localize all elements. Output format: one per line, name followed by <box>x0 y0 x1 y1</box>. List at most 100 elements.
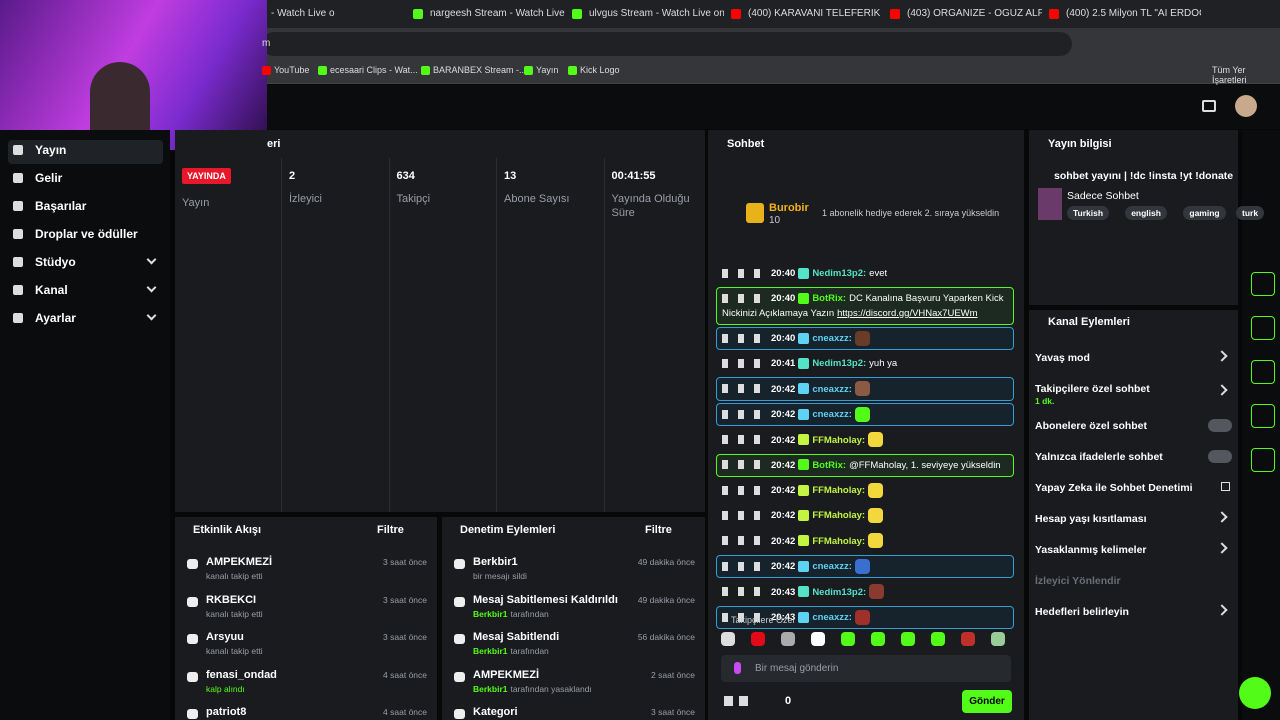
mod-icons[interactable] <box>722 536 768 546</box>
nav-item[interactable]: Kanal <box>35 283 68 297</box>
tag[interactable]: Turkish <box>1067 206 1110 220</box>
message-user: cneaxzz: <box>812 561 852 573</box>
action-label[interactable]: Yalnızca ifadelerle sohbet <box>1035 451 1163 463</box>
filter[interactable]: Filtre <box>377 524 404 536</box>
nav-item[interactable]: Yayın <box>35 143 67 157</box>
message-time: 20:43 <box>771 586 796 598</box>
mod-icons[interactable] <box>722 587 768 597</box>
tab-title[interactable]: nargeesh Stream - Watch Live <box>430 8 565 19</box>
action-label[interactable]: Abonelere özel sohbet <box>1035 420 1148 432</box>
bookmark[interactable]: Kick Logo <box>580 65 620 75</box>
mod-icons[interactable] <box>722 268 768 278</box>
message: 20:42 cneaxzz: <box>716 402 1014 427</box>
emote-picker[interactable] <box>811 632 825 646</box>
filter[interactable]: Filtre <box>645 524 672 536</box>
item-by: Berkbir1 <box>473 646 508 656</box>
nav-item[interactable]: Gelir <box>35 171 63 185</box>
bookmark[interactable]: YouTube <box>274 65 310 75</box>
chat-count: 0 <box>785 695 792 707</box>
item-desc: Berkbir1 tarafından <box>473 609 549 619</box>
action-label[interactable]: Hesap yaşı kısıtlaması <box>1035 513 1147 525</box>
rail-icon[interactable] <box>1251 492 1275 516</box>
tab-title[interactable]: - Watch Live o <box>271 8 335 19</box>
bookmark[interactable]: BARANBEX Stream -... <box>433 65 527 75</box>
tab-title[interactable]: (400) KARAVANI TELEFERİK İLE <box>748 8 883 19</box>
emote-picker[interactable] <box>991 632 1005 646</box>
user-badge <box>798 383 810 395</box>
panel-title: Yayın bilgisi <box>1048 138 1112 150</box>
stat-divider <box>281 158 282 512</box>
rail-icon[interactable] <box>1251 140 1275 164</box>
action-label[interactable]: Yapay Zeka ile Sohbet Denetimi <box>1035 482 1193 494</box>
header-icon[interactable] <box>1202 100 1216 112</box>
mod-icons[interactable] <box>722 334 768 343</box>
chat-input[interactable] <box>721 655 1011 682</box>
emote-picker[interactable] <box>961 632 975 646</box>
mod-icons[interactable] <box>722 511 768 521</box>
stat-value: 634 <box>396 170 415 182</box>
mod-icons[interactable] <box>722 485 768 495</box>
mod-icons[interactable] <box>722 409 768 419</box>
help-button[interactable] <box>1239 677 1271 709</box>
address-bar[interactable] <box>262 32 1072 56</box>
nav-item[interactable]: Ayarlar <box>35 311 76 325</box>
nav-item[interactable]: Başarılar <box>35 199 87 213</box>
action-label[interactable]: Hedefleri belirleyin <box>1035 606 1129 618</box>
emote-picker[interactable] <box>841 632 855 646</box>
message: 20:42 BotRix: @FFMaholay, 1. seviyeye yüks… <box>716 453 1014 477</box>
stat-divider <box>388 158 390 512</box>
favicon <box>731 9 741 19</box>
stat-label: Yayın <box>182 197 210 209</box>
emote-picker[interactable] <box>751 632 765 646</box>
bookmark[interactable]: Yayın <box>536 65 559 75</box>
send-button[interactable]: Gönder <box>962 690 1012 713</box>
rail-icon[interactable] <box>1251 404 1275 428</box>
emote-picker[interactable] <box>721 632 735 646</box>
mod-icons[interactable] <box>722 435 768 445</box>
rail-icon[interactable] <box>1251 360 1275 384</box>
emote-picker[interactable] <box>781 632 795 646</box>
category[interactable]: Sadece Sohbet <box>1067 190 1139 202</box>
item-icon <box>454 596 465 607</box>
bookmark[interactable]: ecesaari Clips - Wat... <box>330 65 418 75</box>
rail-icon[interactable] <box>1251 184 1275 208</box>
rail-icon[interactable] <box>1251 448 1275 472</box>
tag[interactable]: turk <box>1236 206 1265 220</box>
avatar[interactable] <box>1235 95 1257 117</box>
action-label[interactable]: Yasaklanmış kelimeler <box>1035 544 1147 556</box>
message-user: FFMaholay: <box>812 535 866 547</box>
item-icon <box>454 709 465 719</box>
message-time: 20:42 <box>771 535 796 547</box>
stat-label: Abone Sayısı <box>504 193 570 205</box>
nav-active <box>8 140 163 164</box>
emote-picker[interactable] <box>901 632 915 646</box>
toggle[interactable] <box>1208 450 1232 463</box>
emote-picker[interactable] <box>931 632 945 646</box>
all-bookmarks[interactable]: Tüm Yer İşaretleri <box>1212 65 1247 85</box>
chat-mode: Takipçilere Özel <box>731 615 795 625</box>
toggle[interactable] <box>1208 419 1232 432</box>
mod-icons[interactable] <box>722 359 768 368</box>
action-label[interactable]: Yavaş mod <box>1035 352 1090 364</box>
tab-title[interactable]: (400) 2.5 Milyon TL "AI ERDOĞ <box>1066 8 1201 19</box>
mod-icons[interactable] <box>722 460 768 470</box>
message-time: 20:40 <box>771 293 796 304</box>
mod-icons[interactable] <box>722 293 768 303</box>
message-link[interactable]: https://discord.gg/VHNax7UEWm <box>837 308 978 319</box>
item-time: 56 dakika önce <box>637 632 695 642</box>
rail-icon[interactable] <box>1251 272 1275 296</box>
nav-item[interactable]: Droplar ve ödüller <box>35 227 138 241</box>
tag[interactable]: english <box>1125 206 1167 220</box>
nav-icon <box>13 229 23 239</box>
mod-icons[interactable] <box>722 561 768 571</box>
tab-title[interactable]: ulvgus Stream - Watch Live on <box>589 8 724 19</box>
mod-icons[interactable] <box>722 384 768 394</box>
rail-icon[interactable] <box>1251 316 1275 340</box>
nav-item[interactable]: Stüdyo <box>35 255 76 269</box>
tag[interactable]: gaming <box>1183 206 1226 220</box>
action-label[interactable]: Takipçilere özel sohbet <box>1035 383 1150 395</box>
emote-picker[interactable] <box>871 632 885 646</box>
mod-icons[interactable] <box>722 612 768 622</box>
tab-title[interactable]: (403) ORGANİZE - OGUZ ALPE <box>907 8 1042 19</box>
rail-icon[interactable] <box>1251 228 1275 252</box>
